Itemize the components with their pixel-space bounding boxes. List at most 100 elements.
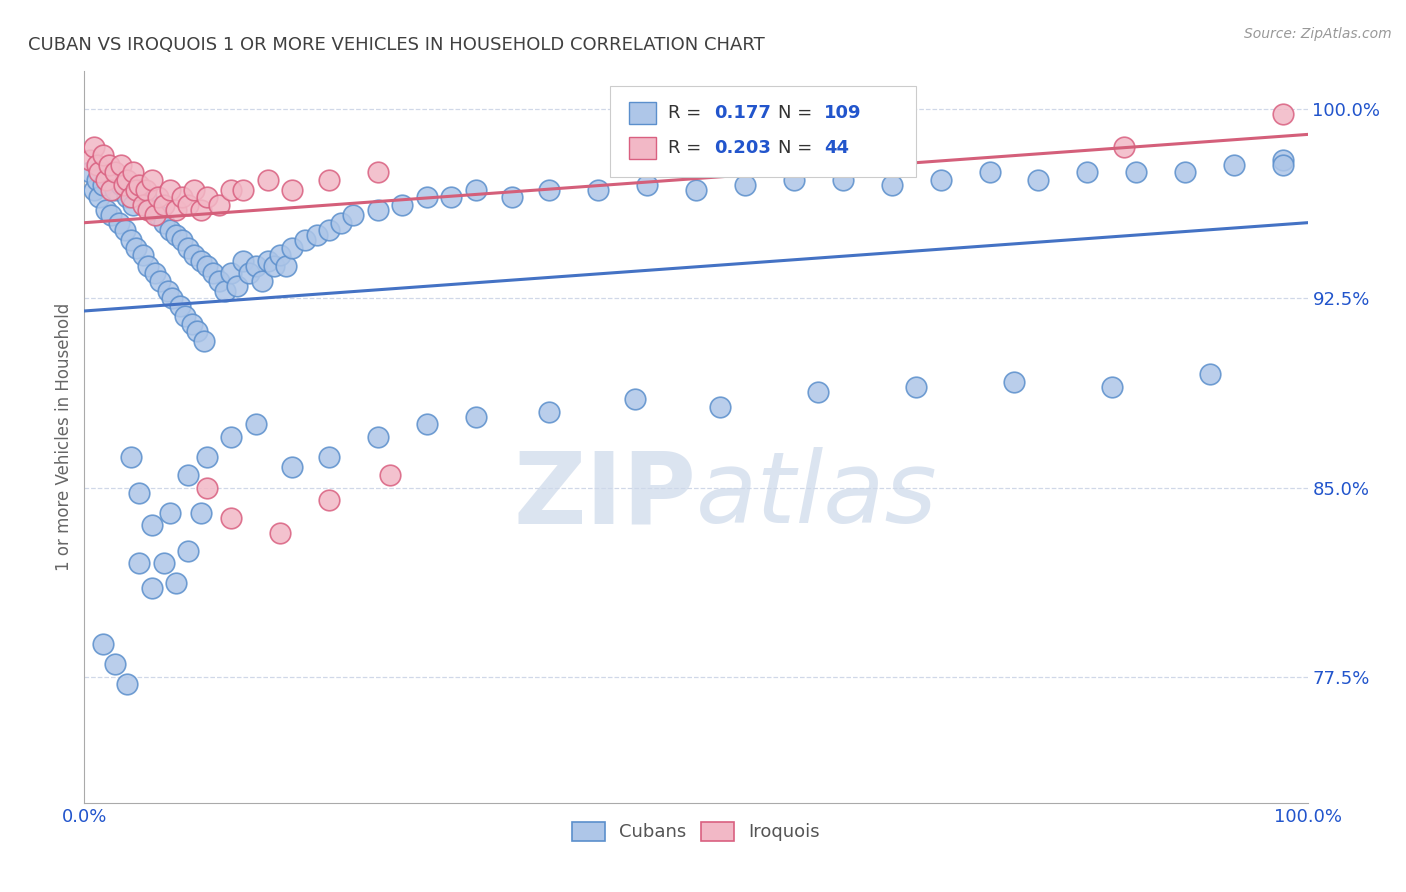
Point (1272, 158, 1295, 172)
Point (149, 274, 172, 288)
Point (709, 400, 731, 414)
Point (87, 165, 110, 179)
Point (685, 183, 707, 197)
Point (831, 173, 853, 187)
Point (165, 228, 187, 243)
Point (100, 208, 122, 222)
Point (115, 677, 138, 691)
Point (367, 165, 389, 179)
Point (1198, 367, 1220, 381)
Point (190, 203, 212, 218)
Point (143, 266, 166, 280)
Point (269, 525, 291, 540)
Point (1272, 153, 1295, 167)
Point (122, 165, 145, 179)
Point (193, 334, 215, 349)
Point (141, 203, 163, 218)
Point (219, 183, 242, 197)
Point (125, 183, 148, 197)
Point (464, 409, 486, 424)
Point (183, 183, 205, 197)
Point (141, 582, 163, 596)
Point (83, 183, 105, 197)
Point (173, 309, 195, 323)
Point (416, 190, 439, 204)
Text: Source: ZipAtlas.com: Source: ZipAtlas.com (1244, 27, 1392, 41)
Point (586, 183, 609, 197)
Point (807, 384, 830, 399)
Point (219, 510, 242, 524)
Point (1174, 165, 1197, 179)
Point (281, 183, 304, 197)
Point (177, 543, 200, 558)
Point (153, 556, 176, 570)
Point (156, 284, 179, 298)
Point (342, 208, 364, 222)
Point (114, 223, 136, 237)
Point (128, 556, 150, 570)
Point (734, 178, 756, 192)
Point (416, 417, 439, 432)
Point (120, 233, 142, 247)
Point (153, 216, 176, 230)
Point (245, 417, 267, 432)
Point (257, 173, 280, 187)
Point (110, 158, 132, 172)
Point (1223, 158, 1246, 172)
Point (172, 233, 194, 247)
Point (538, 183, 561, 197)
Point (281, 460, 304, 475)
Point (165, 576, 187, 591)
Point (195, 259, 218, 273)
Point (96, 203, 118, 218)
Point (250, 274, 273, 288)
Point (177, 198, 200, 212)
Point (110, 178, 132, 192)
Point (294, 233, 316, 247)
Point (146, 190, 169, 204)
Point (122, 198, 145, 212)
Point (120, 190, 142, 204)
Point (100, 183, 122, 197)
Text: CUBAN VS IROQUOIS 1 OR MORE VEHICLES IN HOUSEHOLD CORRELATION CHART: CUBAN VS IROQUOIS 1 OR MORE VEHICLES IN … (28, 36, 765, 54)
Legend: Cubans, Iroquois: Cubans, Iroquois (565, 814, 827, 848)
Point (79, 165, 101, 179)
Point (115, 190, 138, 204)
Point (86, 173, 108, 187)
Point (159, 183, 181, 197)
Point (636, 178, 658, 192)
Point (107, 216, 129, 230)
Point (1114, 140, 1136, 154)
Point (128, 183, 150, 197)
Point (367, 430, 389, 444)
Point (208, 274, 231, 288)
Point (135, 190, 157, 204)
Point (208, 198, 231, 212)
Point (112, 178, 135, 192)
Point (219, 430, 242, 444)
Point (201, 266, 224, 280)
Point (159, 223, 181, 237)
Text: N =: N = (778, 104, 818, 122)
Point (132, 198, 155, 212)
Point (257, 253, 280, 268)
Text: R =: R = (668, 104, 707, 122)
Point (125, 241, 148, 255)
Point (195, 450, 218, 465)
Point (226, 278, 249, 293)
Point (136, 203, 159, 218)
Point (245, 259, 267, 273)
Point (120, 450, 142, 465)
Point (929, 173, 952, 187)
Point (104, 165, 127, 179)
Text: N =: N = (778, 139, 818, 157)
Point (135, 183, 157, 197)
Point (146, 208, 169, 222)
Point (86, 158, 108, 172)
Point (186, 324, 208, 338)
Point (87, 190, 110, 204)
Point (177, 241, 200, 255)
Point (624, 392, 647, 407)
Text: 44: 44 (824, 139, 849, 157)
Point (232, 253, 254, 268)
